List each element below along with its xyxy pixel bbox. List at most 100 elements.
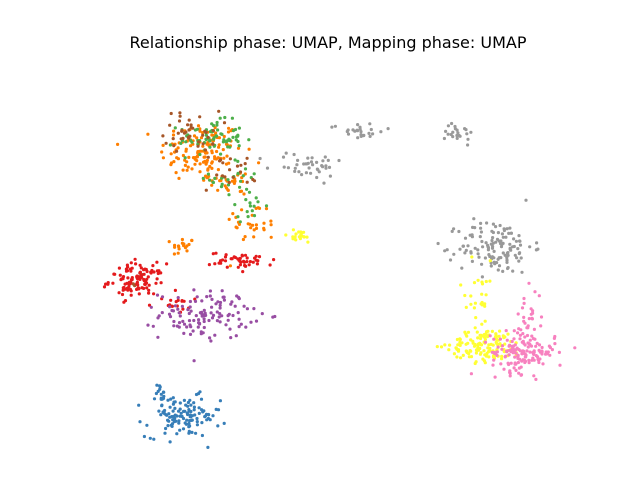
data-point [488, 259, 492, 263]
data-point [142, 286, 146, 290]
data-point [129, 261, 133, 265]
data-point [439, 345, 444, 349]
data-point [503, 342, 507, 346]
data-point [328, 174, 332, 178]
data-point [146, 323, 150, 327]
data-point [201, 160, 206, 164]
data-point [533, 290, 537, 294]
data-point [214, 302, 218, 306]
data-point [511, 237, 516, 241]
data-point [155, 260, 159, 264]
data-point [324, 164, 328, 168]
data-point [480, 292, 484, 296]
data-point [525, 333, 530, 338]
data-point [333, 124, 337, 128]
data-point [181, 307, 185, 311]
data-point [525, 349, 529, 353]
data-point [453, 124, 457, 129]
data-point [177, 419, 181, 423]
data-point [175, 432, 179, 436]
data-point [184, 147, 188, 151]
data-point [172, 129, 176, 133]
data-point [208, 289, 212, 293]
data-point [145, 269, 149, 274]
data-point [244, 264, 248, 268]
data-point [215, 310, 219, 314]
data-point [196, 124, 201, 128]
data-point [218, 306, 222, 310]
data-point [484, 293, 488, 297]
data-point [450, 229, 454, 233]
data-point [466, 244, 470, 248]
data-point [264, 207, 269, 211]
data-point [505, 260, 509, 264]
data-point [472, 217, 476, 221]
data-point [269, 223, 273, 227]
data-point [315, 175, 319, 180]
data-point [184, 140, 188, 144]
data-point [193, 156, 197, 160]
data-point [211, 414, 215, 418]
data-point [203, 129, 207, 133]
series-4 [146, 288, 277, 363]
data-point [516, 354, 520, 358]
data-point [122, 300, 126, 304]
data-point [193, 128, 197, 132]
data-point [358, 125, 362, 129]
data-point [506, 253, 510, 257]
data-point [243, 167, 248, 171]
data-point [203, 414, 207, 418]
data-point [509, 361, 513, 365]
data-point [553, 342, 557, 346]
data-point [246, 215, 250, 219]
data-point [496, 268, 500, 272]
data-point [210, 166, 214, 170]
data-point [169, 111, 173, 116]
data-point [227, 193, 231, 197]
data-point [156, 316, 160, 320]
data-point [482, 349, 486, 353]
data-point [486, 243, 490, 247]
data-point [193, 299, 198, 303]
data-point [469, 251, 473, 255]
data-point [102, 285, 107, 289]
data-point [294, 232, 298, 236]
data-point [188, 323, 192, 327]
data-point [172, 144, 176, 148]
data-point [142, 434, 146, 439]
data-point [177, 421, 181, 425]
data-point [180, 299, 184, 303]
data-point [168, 440, 172, 444]
data-point [186, 123, 190, 127]
data-point [222, 156, 226, 160]
data-point [216, 300, 220, 304]
data-point [135, 280, 139, 284]
data-point [123, 282, 127, 286]
data-point [199, 149, 203, 153]
data-point [539, 315, 544, 319]
data-point [204, 188, 208, 192]
data-point [238, 170, 243, 174]
data-point [517, 259, 521, 263]
data-point [245, 187, 249, 191]
data-point [173, 243, 177, 247]
data-point [175, 156, 179, 160]
data-point [478, 333, 482, 337]
data-point [201, 410, 205, 414]
data-point [186, 135, 190, 139]
data-point [460, 266, 464, 270]
data-point [227, 137, 231, 141]
data-point [237, 258, 241, 262]
data-point [135, 276, 139, 280]
data-point [467, 355, 471, 359]
data-point [171, 409, 175, 413]
data-point [459, 356, 463, 360]
data-point [216, 128, 220, 132]
data-point [295, 163, 299, 167]
data-point [254, 254, 258, 258]
data-point [330, 125, 334, 129]
data-point [167, 312, 172, 316]
data-point [307, 166, 311, 170]
data-point [490, 229, 494, 233]
data-point [473, 246, 477, 250]
